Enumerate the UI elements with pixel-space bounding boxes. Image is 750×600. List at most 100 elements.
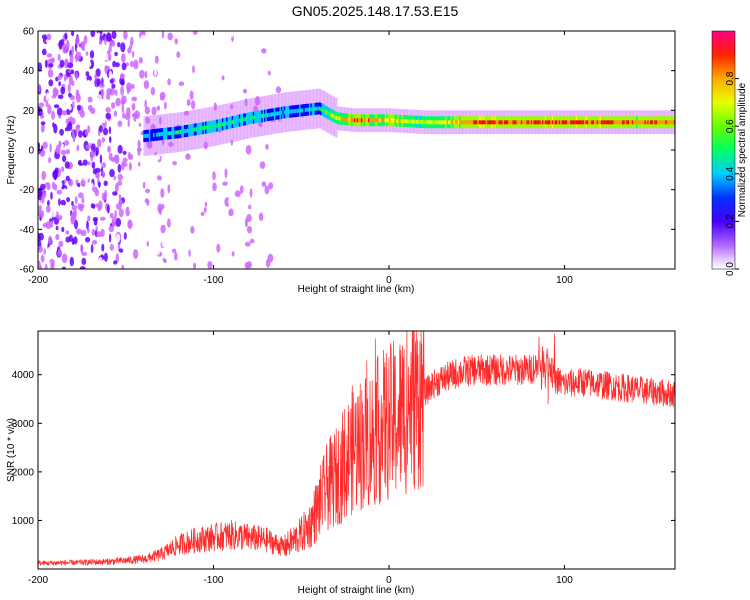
spectrogram-ridge [398,118,401,123]
spectrogram-noise-cell [71,45,75,56]
spectrogram-noise-cell [147,261,152,267]
spectrogram-noise-cell [69,256,75,267]
spectrogram-noise-cell [114,62,120,68]
spectrogram-noise-cell [103,252,108,262]
spectrogram-ridge [292,109,295,114]
spectrogram-noise-cell [41,34,48,40]
spectrogram-noise-cell [79,216,84,223]
spectrogram-noise-cell [49,143,52,153]
spectrogram-noise-cell [161,203,165,210]
spectrogram-noise-cell [91,149,94,158]
spectrogram-noise-cell [77,159,83,166]
spectrogram-ridge [615,120,618,125]
spectrogram-ridge [380,118,383,123]
spectrogram-noise-cell [58,240,64,248]
spectrogram-noise-cell [68,234,73,242]
spectrogram-noise-cell [83,165,88,173]
spectrogram-ridge [659,120,663,125]
spectrogram-noise-cell [131,50,135,58]
spectrogram-noise-cell [88,135,94,144]
spectrogram-noise-cell [53,88,59,97]
spectrogram-ridge [212,124,215,129]
spectrogram-noise-cell [214,234,220,240]
spectrogram-ridge [289,109,292,114]
spectrogram-ridge [345,117,348,122]
spectrogram-ridge [339,116,342,121]
spectrogram-noise-cell [57,94,64,100]
spectrogram-noise-cell [92,186,98,193]
spectrogram-noise-cell [97,94,103,104]
spectrogram-noise-cell [64,140,70,146]
spectrogram-ridge [160,132,163,137]
spectrogram-noise-cell [272,120,276,131]
spectrogram-noise-cell [242,153,249,161]
spectrogram-noise-cell [174,38,178,45]
spectrogram-noise-cell [64,161,70,169]
spectrogram-noise-cell [228,177,233,187]
spectrogram-ridge [445,120,448,125]
spectrogram-noise-cell [176,211,180,217]
spectrogram-ridge [480,120,483,125]
spectrogram-noise-cell [175,45,179,50]
spectrogram-noise-cell [92,119,98,129]
spectrogram-ridge [612,120,615,125]
spectrogram-noise-cell [192,31,198,35]
spectrogram-ridge [467,120,470,125]
spectrogram-ridge [355,118,358,123]
spectrogram-noise-cell [111,83,116,89]
spectrogram-ridge [435,120,438,125]
spectrogram-ridge [189,128,192,133]
spectrogram-ridge [600,120,604,125]
spectrogram-ridge [568,120,571,125]
spectrogram-noise-cell [165,212,170,217]
spectrogram-noise-cell [176,233,181,243]
spectrogram-ridge [518,120,521,125]
spectrogram-ridge [556,120,559,125]
spectrogram-ridge [422,120,425,125]
spectrogram-noise-cell [150,87,156,96]
spectrogram-ridge [669,120,672,125]
spectrogram-ridge [245,116,248,121]
spectrogram-noise-cell [203,206,207,213]
spectrogram-noise-cell [66,197,71,203]
spectrogram-noise-cell [91,161,96,169]
spectrogram-noise-cell [212,182,217,192]
spectrogram-noise-cell [59,128,64,136]
spectrogram-noise-cell [95,262,102,268]
spectrogram-ridge [317,106,320,111]
spectrogram-noise-cell [68,105,72,111]
spectrogram-ridge [405,119,408,124]
spectrogram-ridge [238,118,241,123]
spectrogram-ridge [314,106,317,111]
spectrogram-noise-cell [174,222,178,232]
spectrogram-noise-cell [133,240,139,246]
spectrogram-ridge [454,120,458,125]
spectrogram-noise-cell [61,99,68,107]
spectrogram-ridge [148,133,152,138]
spectrogram-noise-cell [152,165,157,175]
spectrogram-ridge [412,119,415,124]
spectrogram-ridge [512,120,515,125]
spectrogram-noise-cell [115,217,122,227]
spectrogram-noise-cell [95,226,98,232]
spectrogram-x-tick-label: -100 [203,275,223,286]
spectrogram-ridge [193,127,196,132]
colorbar-tick-label: 0.6 [725,119,736,133]
spectrogram-ridge [645,120,649,125]
colorbar-tick-label: 0.0 [725,262,736,276]
spectrogram-ridge [652,120,656,125]
spectrogram-noise-cell [38,102,45,108]
colorbar-tick-label: 0.4 [725,166,736,180]
spectrogram-ridge [259,114,262,119]
spectrogram-noise-cell [187,261,190,268]
spectrogram-noise-cell [60,149,67,156]
spectrogram-ridge [342,117,345,121]
spectrogram-noise-cell [62,43,68,54]
spectrogram-ridge [376,118,379,123]
spectrogram-ridge [353,118,357,123]
spectrogram-ridge [335,115,338,120]
spectrogram-noise-cell [74,55,78,60]
spectrogram-ridge [237,118,240,123]
spectrogram-noise-cell [78,192,84,199]
snr-y-tick-label: 2000 [12,467,35,478]
